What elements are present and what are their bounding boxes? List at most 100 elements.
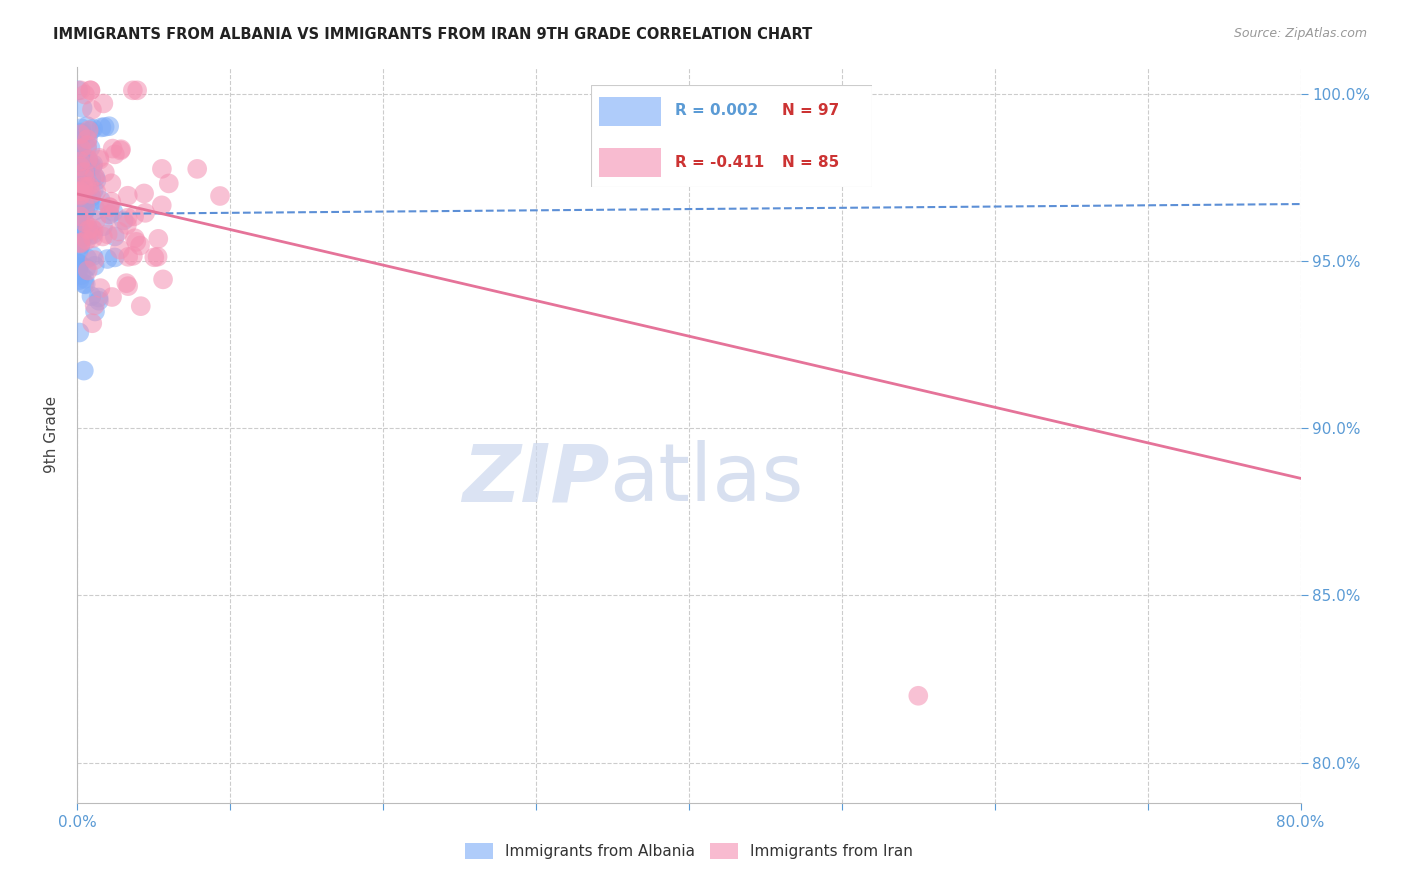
- Point: [75, 157, 97, 171]
- Point: [80, 186, 103, 201]
- Legend: Immigrants from Albania, Immigrants from Iran: Immigrants from Albania, Immigrants from…: [458, 837, 920, 865]
- Point: [67, 235, 90, 250]
- Point: [72, 227, 94, 242]
- Text: IMMIGRANTS FROM ALBANIA VS IMMIGRANTS FROM IRAN 9TH GRADE CORRELATION CHART: IMMIGRANTS FROM ALBANIA VS IMMIGRANTS FR…: [53, 27, 813, 42]
- Point: [69, 236, 91, 251]
- Point: [121, 83, 143, 97]
- Point: [148, 232, 170, 246]
- Point: [73, 215, 96, 229]
- Point: [67, 226, 90, 240]
- Point: [70, 167, 93, 181]
- Point: [73, 363, 96, 377]
- Text: N = 97: N = 97: [782, 103, 839, 119]
- Point: [82, 160, 104, 174]
- Point: [150, 198, 173, 212]
- Point: [79, 159, 101, 173]
- Point: [72, 101, 94, 115]
- Point: [67, 234, 90, 248]
- Point: [69, 238, 91, 252]
- Point: [69, 227, 91, 242]
- Point: [69, 154, 91, 169]
- Point: [98, 119, 121, 133]
- Point: [86, 173, 108, 187]
- Point: [70, 142, 93, 156]
- Point: [122, 249, 145, 263]
- Text: Source: ZipAtlas.com: Source: ZipAtlas.com: [1233, 27, 1367, 40]
- Point: [67, 217, 90, 231]
- Point: [80, 124, 103, 138]
- Point: [67, 213, 90, 227]
- Bar: [599, 97, 661, 126]
- Point: [70, 127, 93, 141]
- Point: [83, 253, 105, 268]
- Point: [83, 183, 105, 197]
- Point: [79, 141, 101, 155]
- Point: [69, 210, 91, 224]
- Point: [100, 194, 122, 209]
- Point: [67, 83, 90, 97]
- Point: [108, 243, 131, 257]
- Point: [89, 151, 111, 165]
- Point: [70, 268, 93, 283]
- Point: [72, 179, 94, 194]
- Point: [72, 229, 94, 244]
- Point: [70, 148, 93, 162]
- Point: [76, 233, 98, 247]
- Point: [117, 188, 139, 202]
- Point: [82, 231, 104, 245]
- Point: [79, 83, 101, 97]
- Point: [70, 221, 93, 235]
- Point: [82, 157, 104, 171]
- Point: [90, 120, 112, 135]
- Point: [77, 123, 100, 137]
- Point: [70, 126, 93, 140]
- Point: [124, 231, 146, 245]
- Text: R = 0.002: R = 0.002: [675, 103, 758, 119]
- Point: [76, 141, 98, 155]
- Point: [67, 166, 90, 180]
- Point: [98, 207, 121, 221]
- Point: [76, 179, 98, 194]
- Point: [67, 225, 90, 239]
- Point: [73, 171, 96, 186]
- Point: [152, 272, 174, 286]
- Point: [208, 189, 231, 203]
- Point: [101, 290, 124, 304]
- Point: [87, 293, 110, 308]
- Point: [69, 185, 91, 199]
- Text: N = 85: N = 85: [782, 154, 839, 169]
- Point: [70, 164, 93, 178]
- Point: [80, 190, 103, 204]
- Point: [69, 188, 91, 202]
- Point: [186, 161, 208, 176]
- Point: [73, 221, 96, 235]
- Point: [67, 171, 90, 186]
- Point: [104, 251, 127, 265]
- Point: [146, 250, 169, 264]
- Point: [84, 170, 107, 185]
- Point: [69, 134, 91, 148]
- Point: [83, 259, 105, 273]
- Point: [80, 103, 103, 117]
- Point: [129, 238, 152, 252]
- Point: [67, 256, 90, 270]
- Point: [76, 252, 98, 266]
- Point: [69, 83, 91, 97]
- Y-axis label: 9th Grade: 9th Grade: [44, 396, 59, 474]
- Point: [101, 142, 124, 156]
- Point: [110, 142, 132, 156]
- Point: [73, 203, 96, 218]
- Point: [127, 83, 149, 97]
- Point: [129, 299, 152, 313]
- Point: [69, 127, 91, 141]
- Point: [76, 132, 98, 146]
- Point: [70, 130, 93, 145]
- Point: [77, 229, 100, 244]
- Point: [110, 144, 132, 158]
- Point: [72, 222, 94, 236]
- Point: [83, 223, 105, 237]
- Point: [75, 261, 97, 276]
- Point: [73, 165, 96, 179]
- Point: [69, 184, 91, 198]
- Point: [117, 279, 139, 293]
